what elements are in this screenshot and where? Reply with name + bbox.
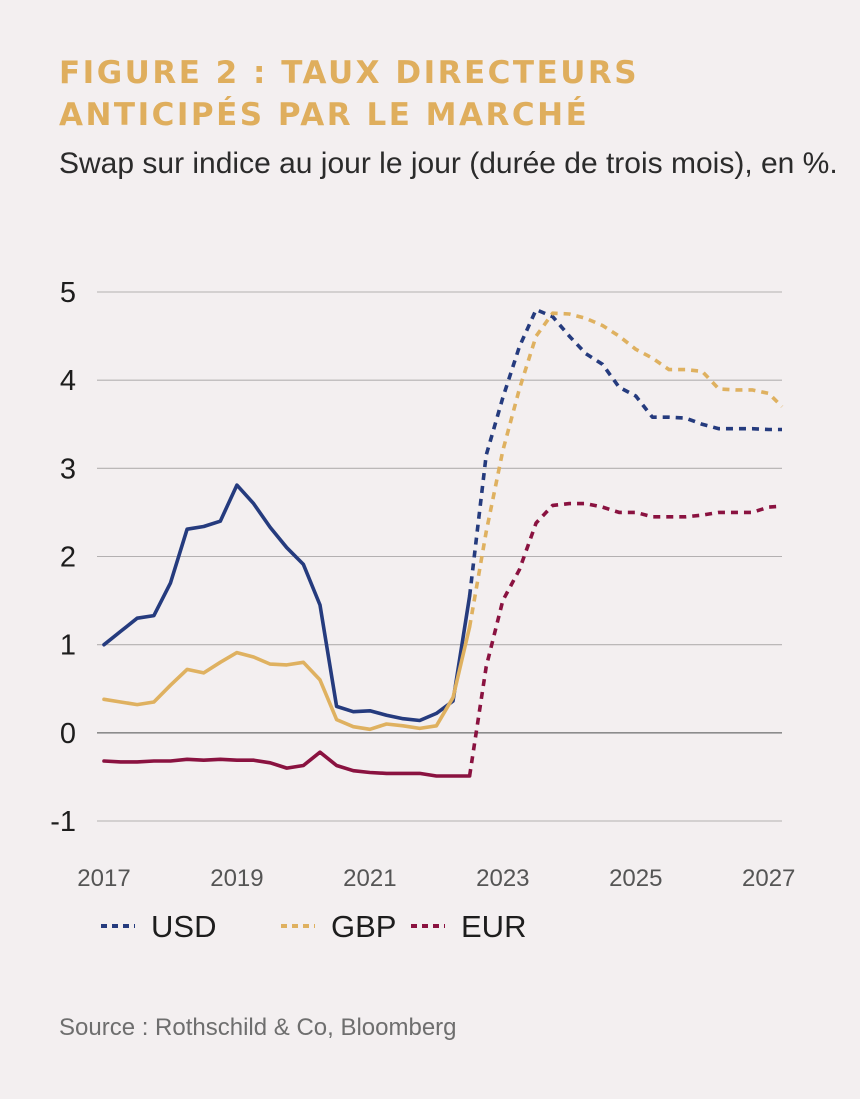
chart-subtitle: Swap sur indice au jour le jour (durée d…: [59, 147, 838, 180]
x-tick-label: 2019: [210, 865, 263, 892]
x-tick-label: 2021: [343, 865, 396, 892]
gbp-line-forecast: [467, 311, 784, 628]
legend-label-eur: EUR: [461, 909, 526, 944]
x-tick-label: 2027: [742, 865, 795, 892]
x-tick-label: 2025: [609, 865, 662, 892]
y-tick-label: 3: [60, 453, 76, 485]
eur-line-forecast: [467, 501, 783, 777]
x-tick-label: 2023: [476, 865, 529, 892]
source-note: Source : Rothschild & Co, Bloomberg: [59, 1014, 457, 1041]
legend-label-gbp: GBP: [331, 909, 396, 944]
legend-label-usd: USD: [151, 909, 216, 944]
usd-line-historical: [102, 483, 472, 723]
chart-title: FIGURE 2 : TAUX DIRECTEURS ANTICIPÉS PAR…: [59, 55, 640, 133]
usd-line-forecast: [467, 307, 782, 597]
x-tick-label: 2017: [77, 865, 130, 892]
y-tick-label: 0: [60, 718, 76, 750]
y-tick-label: -1: [50, 806, 76, 838]
gbp-line-historical: [102, 625, 472, 732]
y-tick-label: 2: [60, 542, 76, 574]
y-tick-label: 1: [60, 630, 76, 662]
y-tick-label: 5: [60, 277, 76, 309]
eur-line-historical: [102, 750, 472, 778]
y-tick-label: 4: [60, 365, 76, 397]
